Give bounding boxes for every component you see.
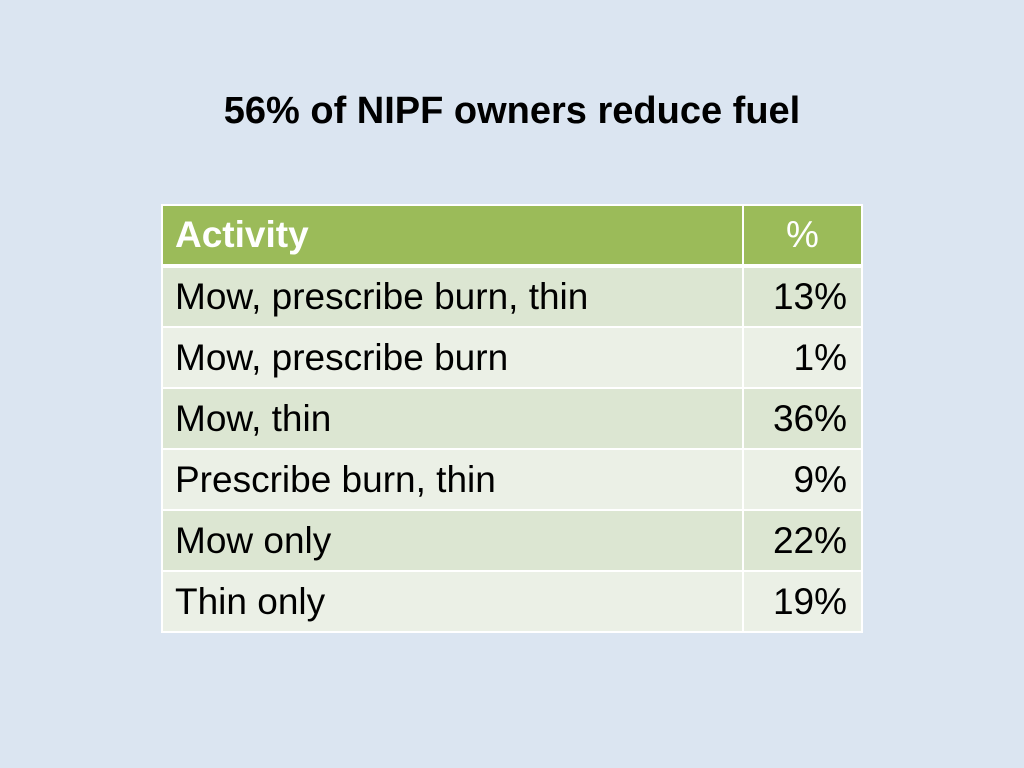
table-row: Prescribe burn, thin 9% <box>161 448 863 511</box>
activity-cell: Mow only <box>161 509 744 572</box>
percent-cell: 36% <box>742 387 863 450</box>
activity-cell: Mow, prescribe burn <box>161 326 744 389</box>
percent-cell: 19% <box>742 570 863 633</box>
header-row: Activity % <box>161 204 863 268</box>
table-row: Mow only 22% <box>161 509 863 572</box>
table-header: Activity % <box>161 204 863 268</box>
activity-cell: Mow, prescribe burn, thin <box>161 265 744 328</box>
header-cell: Activity <box>161 204 744 268</box>
table-row: Mow, prescribe burn, thin 13% <box>161 265 863 328</box>
header-cell: % <box>742 204 863 268</box>
percent-cell: 1% <box>742 326 863 389</box>
table-row: Thin only 19% <box>161 570 863 633</box>
percent-cell: 13% <box>742 265 863 328</box>
table-body: Mow, prescribe burn, thin 13% Mow, prescri… <box>161 265 863 633</box>
table-row: Mow, thin 36% <box>161 387 863 450</box>
data-table: Activity % Mow, prescribe burn, thin 13% M… <box>161 204 863 633</box>
activity-cell: Thin only <box>161 570 744 633</box>
slide-title: 56% of NIPF owners reduce fuel <box>223 90 801 132</box>
activity-cell: Prescribe burn, thin <box>161 448 744 511</box>
percent-cell: 9% <box>742 448 863 511</box>
percent-cell: 22% <box>742 509 863 572</box>
table-row: Mow, prescribe burn 1% <box>161 326 863 389</box>
activity-cell: Mow, thin <box>161 387 744 450</box>
